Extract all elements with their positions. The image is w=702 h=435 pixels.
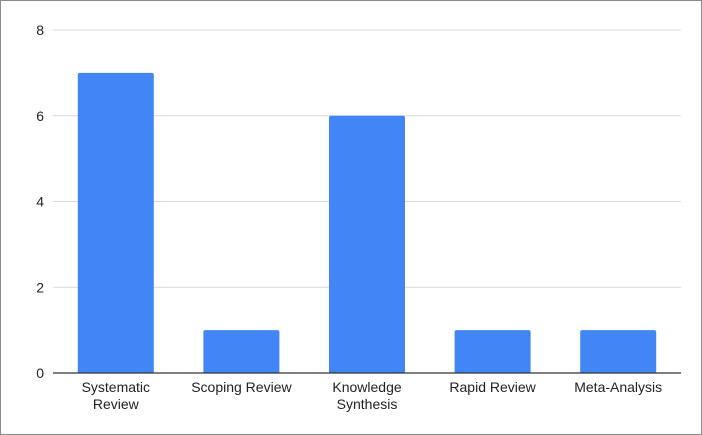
category-label-line: Synthesis xyxy=(337,396,398,412)
category-label-3: Rapid Review xyxy=(449,379,536,395)
category-label-0: Systematic Review xyxy=(82,379,150,412)
category-label-line: Scoping Review xyxy=(191,379,292,395)
y-tick-label-6: 6 xyxy=(36,108,44,124)
bar-0 xyxy=(77,72,154,373)
category-label-line: Rapid Review xyxy=(449,379,536,395)
category-label-2: Knowledge Synthesis xyxy=(332,379,401,412)
bars xyxy=(77,72,657,373)
category-label-line: Meta-Analysis xyxy=(574,379,662,395)
category-label-4: Meta-Analysis xyxy=(574,379,662,395)
category-label-line: Knowledge xyxy=(332,379,401,395)
y-tick-label-2: 2 xyxy=(36,279,44,295)
y-tick-label-8: 8 xyxy=(36,22,44,38)
y-tick-labels: 0 2 4 6 8 xyxy=(36,22,44,381)
bar-3 xyxy=(454,330,531,373)
bar-2 xyxy=(329,115,405,373)
y-tick-label-4: 4 xyxy=(36,194,44,210)
y-tick-label-0: 0 xyxy=(36,365,44,381)
category-label-1: Scoping Review xyxy=(191,379,292,395)
bar-4 xyxy=(580,330,657,373)
category-label-line: Review xyxy=(93,396,140,412)
bar-1 xyxy=(203,330,280,373)
category-label-line: Systematic xyxy=(82,379,150,395)
